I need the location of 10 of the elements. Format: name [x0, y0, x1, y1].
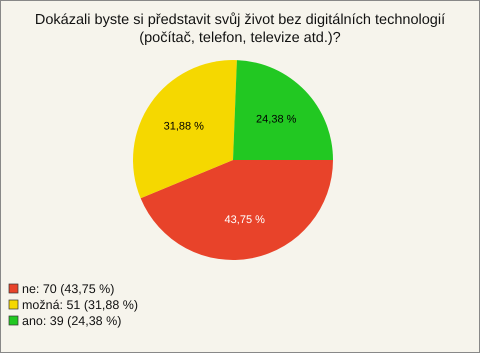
pie-slice: [233, 60, 333, 160]
data-label: 43,75 %: [224, 214, 266, 226]
pie-slice: [140, 160, 333, 260]
data-label: 31,88 %: [164, 120, 204, 133]
legend-label: ano: 39 (24,38 %): [22, 314, 122, 328]
data-label: 24,38 %: [256, 113, 297, 126]
pie-slice: [133, 60, 237, 198]
legend-label: možná: 51 (31,88 %): [22, 298, 138, 312]
chart-title: Dokázali byste si představit svůj život bez digitálních technologií (počítač, telefon, televize atd.)?: [34, 12, 446, 46]
legend-label: ne: 70 (43,75 %): [22, 282, 114, 296]
